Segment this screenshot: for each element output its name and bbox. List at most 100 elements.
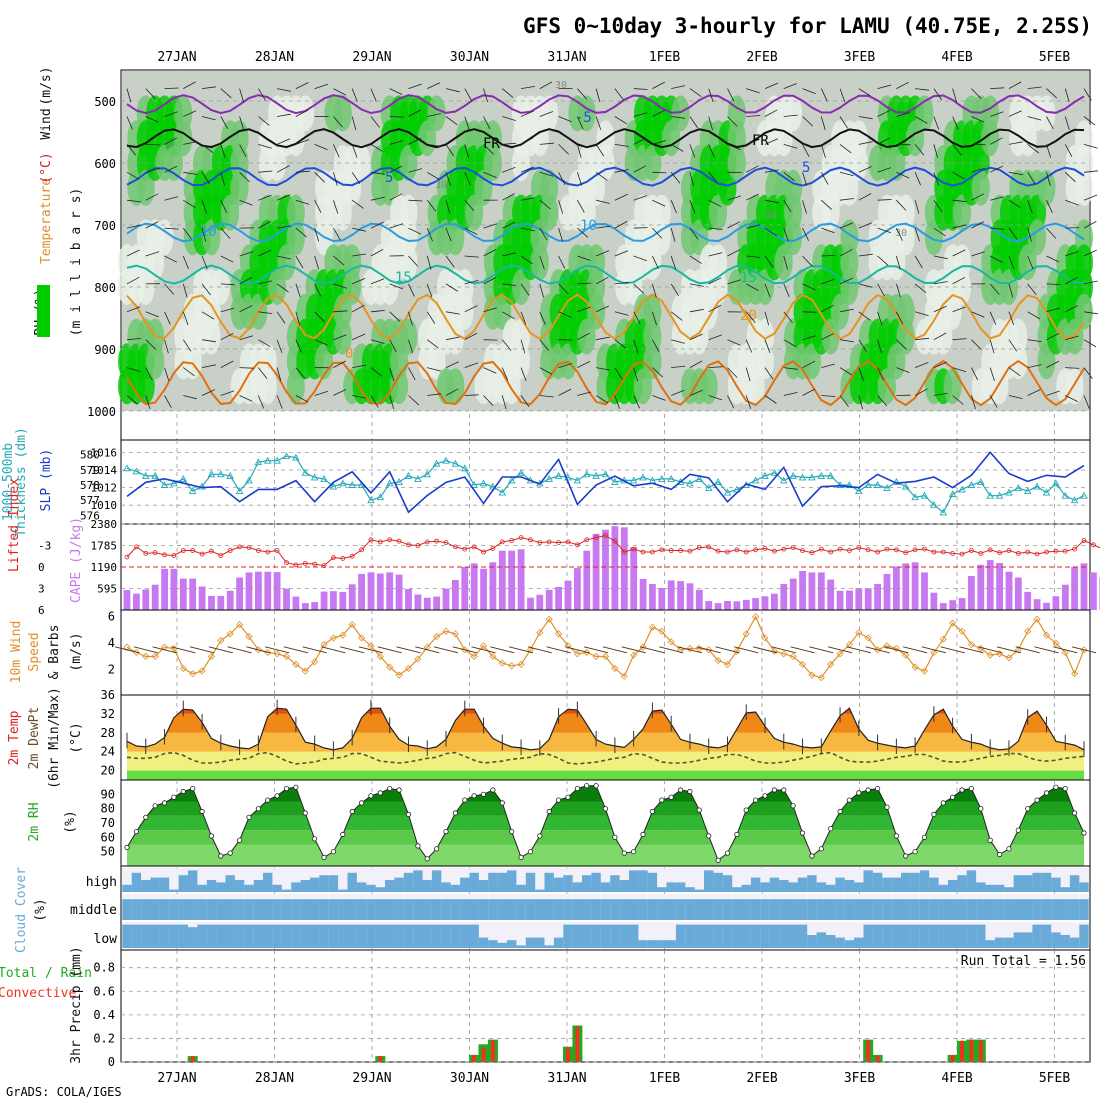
cloud-high-bar bbox=[159, 877, 170, 892]
thickness-point bbox=[320, 474, 328, 482]
cloud-high-bar bbox=[525, 872, 536, 892]
cape-bar bbox=[658, 588, 666, 610]
cloud-low-bar bbox=[741, 924, 751, 948]
lifted-point bbox=[659, 547, 665, 553]
lifted-point bbox=[1044, 549, 1049, 555]
cape-bar bbox=[367, 572, 375, 610]
cloud-middle-bar bbox=[826, 899, 836, 920]
cloud-high-bar bbox=[582, 875, 592, 892]
wind-speed-point bbox=[630, 651, 638, 659]
cape-bar bbox=[639, 578, 647, 610]
wind-barb bbox=[145, 144, 160, 146]
wind-barb bbox=[745, 311, 756, 323]
cloud-middle-bar bbox=[929, 899, 939, 920]
date-bottom-27JAN: 27JAN bbox=[157, 1071, 196, 1086]
rh-point bbox=[959, 787, 965, 793]
cloud-high-bar bbox=[826, 884, 836, 892]
lifted-point bbox=[1053, 548, 1059, 554]
thickness-tick-577: 577 bbox=[80, 494, 100, 507]
rh-point bbox=[715, 857, 721, 863]
wind-barb bbox=[689, 389, 703, 396]
wind-barb bbox=[1083, 280, 1098, 285]
cape-bar bbox=[442, 588, 450, 610]
wind-barb bbox=[877, 311, 883, 326]
lifted-point bbox=[1034, 551, 1040, 557]
cloud-low-bar bbox=[1023, 932, 1033, 948]
wind-speed-point bbox=[151, 652, 159, 661]
rh-point bbox=[387, 785, 393, 792]
surface-barb bbox=[377, 646, 402, 654]
surface-barb bbox=[114, 646, 140, 654]
wind-barb bbox=[558, 227, 563, 242]
surface-barb bbox=[358, 646, 384, 654]
wind-barb bbox=[201, 255, 208, 270]
wind-barb bbox=[614, 144, 629, 147]
lifted-point bbox=[931, 549, 937, 555]
lifted-point bbox=[903, 550, 909, 556]
cloud-middle-bar bbox=[497, 899, 507, 920]
wind-barb bbox=[933, 116, 940, 130]
wind-barb bbox=[126, 88, 132, 103]
wind-barb bbox=[426, 199, 437, 212]
rh-blob bbox=[943, 368, 962, 405]
cloud-low-bar bbox=[994, 937, 1005, 948]
wind-barb bbox=[858, 222, 872, 229]
slp-tick-1014: 1014 bbox=[91, 464, 118, 477]
wind-speed-point bbox=[1005, 654, 1013, 662]
cloud-high-bar bbox=[938, 884, 948, 892]
wind-tick-4: 4 bbox=[108, 636, 115, 650]
rh-point bbox=[828, 826, 834, 832]
wind-barb bbox=[764, 227, 777, 237]
rh-tick-60: 60 bbox=[101, 830, 115, 844]
lifted-point bbox=[959, 551, 965, 557]
cloud-low-bar bbox=[600, 924, 611, 948]
cloud-middle-bar bbox=[1069, 899, 1080, 920]
cloud-high-bar bbox=[413, 870, 423, 892]
wind-barb bbox=[858, 88, 871, 97]
wind-barb bbox=[745, 367, 751, 382]
cloud-low-bar bbox=[169, 924, 179, 948]
wind-barb bbox=[145, 339, 157, 350]
isotherm-label: 10 bbox=[580, 218, 597, 234]
wind-barb bbox=[1083, 311, 1098, 315]
rh-point bbox=[799, 830, 806, 836]
cape-bar bbox=[949, 600, 957, 610]
wind-barb bbox=[558, 283, 569, 295]
isotherm--5 bbox=[126, 94, 1085, 115]
wind-barb bbox=[670, 172, 681, 184]
wind-speed-point bbox=[930, 648, 938, 657]
wind-barb bbox=[126, 338, 141, 341]
wind-barb bbox=[126, 249, 140, 257]
wind-barb bbox=[314, 283, 322, 297]
thickness-ylabel: Thickness (dm) bbox=[14, 427, 29, 537]
wind-barb bbox=[539, 395, 554, 398]
precip-ylabel-total: Total / Rain bbox=[0, 966, 92, 981]
wind-barb bbox=[933, 332, 947, 341]
thickness-point bbox=[658, 474, 666, 482]
thickness-point bbox=[207, 470, 216, 478]
wind-barb bbox=[595, 250, 610, 257]
wind-barb bbox=[258, 339, 271, 348]
rh-point bbox=[143, 814, 149, 820]
rh-point bbox=[762, 793, 768, 799]
wind-barb bbox=[708, 277, 722, 285]
lifted-point bbox=[265, 549, 271, 555]
wind-barb bbox=[877, 395, 888, 407]
wind-barb bbox=[558, 116, 572, 123]
lifted-point bbox=[809, 550, 815, 556]
lifted-point bbox=[668, 548, 674, 553]
cloud-high-bar bbox=[497, 872, 507, 892]
lifted-point bbox=[912, 547, 918, 553]
temp-band bbox=[127, 751, 1084, 771]
rh-point bbox=[377, 790, 383, 796]
cape-bar bbox=[517, 549, 525, 610]
rh-blob bbox=[634, 368, 653, 405]
cloud-low-bar bbox=[216, 924, 226, 948]
thickness-point bbox=[883, 484, 891, 491]
cape-bar bbox=[236, 577, 243, 610]
surface-barb bbox=[771, 646, 796, 654]
wind-speed-point bbox=[311, 658, 319, 666]
thickness-point bbox=[292, 453, 300, 461]
wind-barb bbox=[933, 172, 940, 186]
lifted-point bbox=[556, 540, 561, 545]
